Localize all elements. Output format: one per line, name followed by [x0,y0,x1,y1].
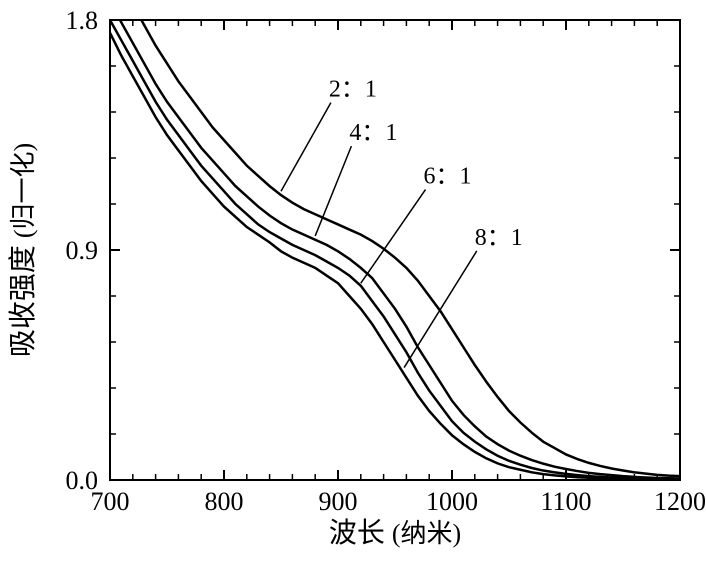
series-6:1 [110,20,680,479]
annotation-label: 6：1 [424,164,472,190]
y-axis-label: 吸收强度 (归一化) [7,143,39,357]
annotation-label: 4：1 [349,120,397,146]
annotation-leader [361,190,426,284]
series-2:1 [110,0,680,476]
series-4:1 [110,2,680,478]
chart-container: 7008009001000110012000.00.91.82：14：16：18… [0,0,706,570]
y-tick-label: 1.8 [66,6,99,35]
annotation-label: 2：1 [329,77,377,103]
line-chart: 7008009001000110012000.00.91.82：14：16：18… [0,0,706,570]
x-tick-label: 800 [205,487,244,516]
y-tick-label: 0.9 [66,236,99,265]
x-tick-label: 1100 [540,487,591,516]
series-group [110,0,680,479]
x-tick-label: 1200 [654,487,706,516]
annotation-leader [281,103,331,192]
annotation-label: 8：1 [475,225,523,251]
x-tick-label: 900 [319,487,358,516]
x-axis-label: 波长 (纳米) [329,517,461,549]
plot-frame [110,20,680,480]
y-tick-label: 0.0 [66,466,99,495]
x-tick-label: 1000 [426,487,478,516]
